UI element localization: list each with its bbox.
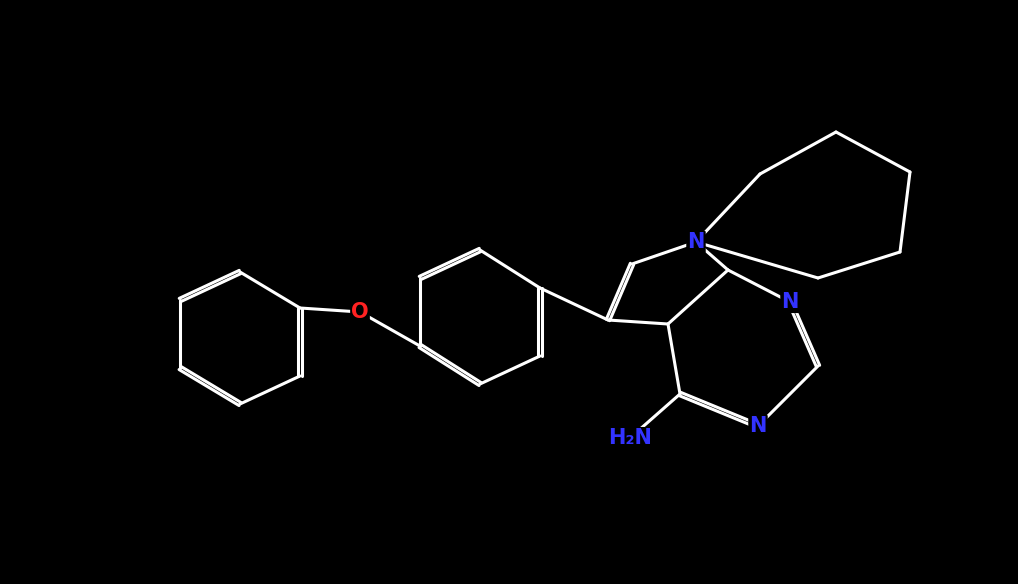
Text: O: O (351, 302, 369, 322)
Text: N: N (781, 292, 799, 312)
Text: N: N (687, 232, 704, 252)
Text: H₂N: H₂N (608, 428, 652, 448)
Text: N: N (749, 416, 767, 436)
